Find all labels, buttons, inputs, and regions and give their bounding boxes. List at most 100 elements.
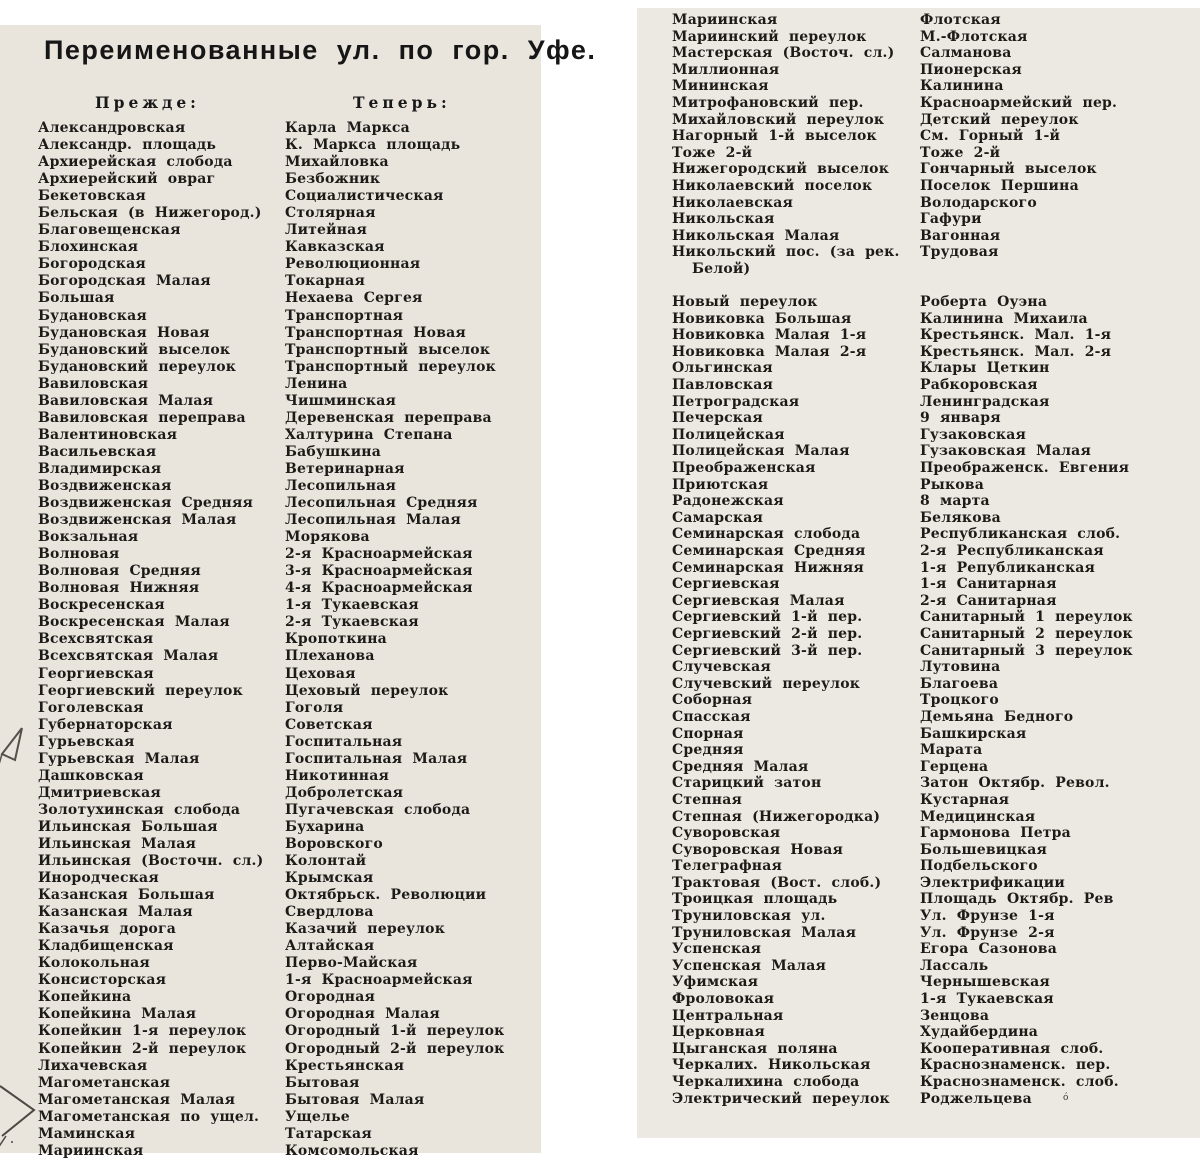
new-street-name: Морякова — [285, 529, 370, 546]
old-street-name: Николаевская — [672, 194, 794, 211]
old-street-name: Мининская — [672, 78, 769, 95]
old-street-name: Павловская — [672, 377, 774, 394]
new-street-name: Худайбердина — [920, 1024, 1039, 1041]
scan-page-left: Переименованные ул. по гор. Уфе. Прежде:… — [0, 25, 595, 1159]
new-street-name: Деревенская переправа — [285, 409, 492, 426]
new-street-name: Чишминская — [285, 392, 397, 409]
old-street-name: Богородская Малая — [38, 273, 211, 290]
new-street-name: 9 января — [920, 410, 1001, 427]
table-row: Сергиевский 1-й пер. Санитарный 1 переуло… — [672, 609, 1197, 626]
table-row: Гоголевская Гоголя — [38, 700, 538, 717]
new-street-name: Столярная — [285, 205, 376, 222]
table-row: Тоже 2-й Тоже 2-й — [672, 145, 1197, 162]
new-street-name: Флотская — [920, 12, 1001, 28]
old-street-name: Дмитриевская — [38, 784, 161, 801]
table-row: Гурьевская Малая Госпитальная Малая — [38, 751, 538, 768]
old-street-name: Мариинская — [38, 1142, 144, 1159]
table-row: Богородская Малая Токарная — [38, 273, 538, 290]
table-row: Благовещенская Литейная — [38, 222, 538, 239]
new-street-name: Добролетская — [285, 784, 404, 801]
table-row: Семинарская Средняя 2-я Республиканская — [672, 543, 1197, 560]
table-row: Мариинская Флотская — [672, 12, 1197, 29]
old-street-name: Будановская — [38, 307, 147, 324]
table-row: Соборная Троцкого — [672, 692, 1197, 709]
table-row: Будановский переулок Транспортный переуло… — [38, 359, 538, 376]
old-street-name: Семинарская слобода — [672, 526, 861, 543]
old-street-name: Степная (Нижегородка) — [672, 808, 881, 825]
table-row: Бельская (в Нижегород.) Столярная — [38, 205, 538, 222]
old-street-name: Магометанская — [38, 1074, 171, 1091]
old-street-name: Приютская — [672, 476, 769, 493]
old-street-name: Церковная — [672, 1024, 765, 1041]
new-street-name: Лассаль — [920, 957, 989, 974]
old-street-name: Средняя Малая — [672, 758, 809, 775]
old-street-name: Вавиловская переправа — [38, 409, 246, 426]
table-row: Всехсвятская Малая Плеханова — [38, 648, 538, 665]
new-street-name: Троцкого — [920, 692, 999, 709]
new-street-name: 1-я Републиканская — [920, 559, 1096, 576]
table-row: Владимирская Ветеринарная — [38, 461, 538, 478]
old-street-name: Спорная — [672, 725, 744, 742]
old-street-name: Валентиновская — [38, 426, 178, 443]
old-street-name: Воздвиженская — [38, 477, 172, 494]
new-street-name: 2-я Санитарная — [920, 592, 1057, 609]
new-street-name: 8 марта — [920, 493, 990, 510]
table-row: Спорная Башкирская — [672, 726, 1197, 743]
table-row: Вавиловская переправа Деревенская перепра… — [38, 410, 538, 427]
table-row: Семинарская слобода Республиканская слоб. — [672, 526, 1197, 543]
table-row: Полицейская Гузаковская — [672, 427, 1197, 444]
table-row: Маминская Татарская — [38, 1126, 538, 1143]
old-street-name: Семинарская Нижняя — [672, 559, 864, 576]
new-street-name: Пугачевская слобода — [285, 801, 471, 818]
new-street-name: Нехаева Сергея — [285, 290, 423, 307]
table-row: Черкалих. Никольская Краснознаменск. пер. — [672, 1057, 1197, 1074]
table-row: Валентиновская Халтурина Степана — [38, 427, 538, 444]
new-street-name: Михайловка — [285, 154, 389, 171]
old-street-name: Митрофановский пер. — [672, 94, 864, 111]
old-street-name: Успенская Малая — [672, 957, 827, 974]
new-street-name: Гузаковская — [920, 426, 1027, 443]
old-street-name: Вавиловская Малая — [38, 392, 214, 409]
new-street-name: Поселок Першина — [920, 177, 1079, 194]
new-street-name: Роджельцева — [920, 1090, 1032, 1107]
new-street-name: Клары Цеткин — [920, 360, 1050, 377]
new-street-name: Ул. Фрунзе 1-я — [920, 908, 1055, 925]
old-street-name: Новый переулок — [672, 294, 818, 311]
old-street-name: Блохинская — [38, 239, 139, 256]
new-street-name: Огородный 1-й переулок — [285, 1023, 505, 1040]
old-street-name: Георгиевская — [38, 665, 154, 682]
new-street-name: 2-я Красноармейская — [285, 546, 473, 563]
new-street-name: Башкирская — [920, 725, 1027, 742]
new-street-name: Советская — [285, 716, 373, 733]
table-row: Самарская Белякова — [672, 510, 1197, 527]
old-street-name: Самарская — [672, 509, 764, 526]
table-row: Новиковка Малая 2-я Крестьянск. Мал. 2-я — [672, 344, 1197, 361]
new-street-name: 1-я Красноармейская — [285, 972, 473, 989]
table-row: Печерская 9 января — [672, 410, 1197, 427]
new-street-name: Литейная — [285, 222, 367, 239]
old-street-name: Кладбищенская — [38, 938, 174, 955]
new-street-name: Бухарина — [285, 818, 365, 835]
pencil-chevron-mark-icon — [0, 1085, 36, 1147]
scan-page-right: Мариинская Флотская Мариинский переулок М.-… — [637, 8, 1200, 1138]
table-row: Новиковка Большая Калинина Михаила — [672, 311, 1197, 328]
table-row: Блохинская Кавказская — [38, 239, 538, 256]
old-street-name: Копейкина — [38, 989, 132, 1006]
old-street-name: Владимирская — [38, 460, 162, 477]
table-row: Будановская Новая Транспортная Новая — [38, 325, 538, 342]
table-row: Сергиевский 2-й пер. Санитарный 2 переуло… — [672, 626, 1197, 643]
new-street-name: Гармонова Петра — [920, 825, 1071, 842]
table-row: Магометанская Малая Бытовая Малая — [38, 1092, 538, 1109]
new-street-name: Санитарный 2 переулок — [920, 625, 1133, 642]
table-row: Воскресенская Малая 2-я Тукаевская — [38, 614, 538, 631]
new-street-name: 1-я Тукаевская — [285, 597, 419, 614]
table-row: Семинарская Нижняя 1-я Републиканская — [672, 560, 1197, 577]
new-street-name: Республиканская слоб. — [920, 526, 1121, 543]
table-row: Кладбищенская Алтайская — [38, 938, 538, 955]
old-street-name: Сергиевский 3-й пер. — [672, 642, 863, 659]
new-street-name: Социалистическая — [285, 188, 444, 205]
table-row: Будановская Транспортная — [38, 308, 538, 325]
new-street-name: Володарского — [920, 194, 1037, 211]
new-street-name: Бытовая Малая — [285, 1091, 425, 1108]
table-row: Мастерская (Восточ. сл.) Салманова — [672, 45, 1197, 62]
